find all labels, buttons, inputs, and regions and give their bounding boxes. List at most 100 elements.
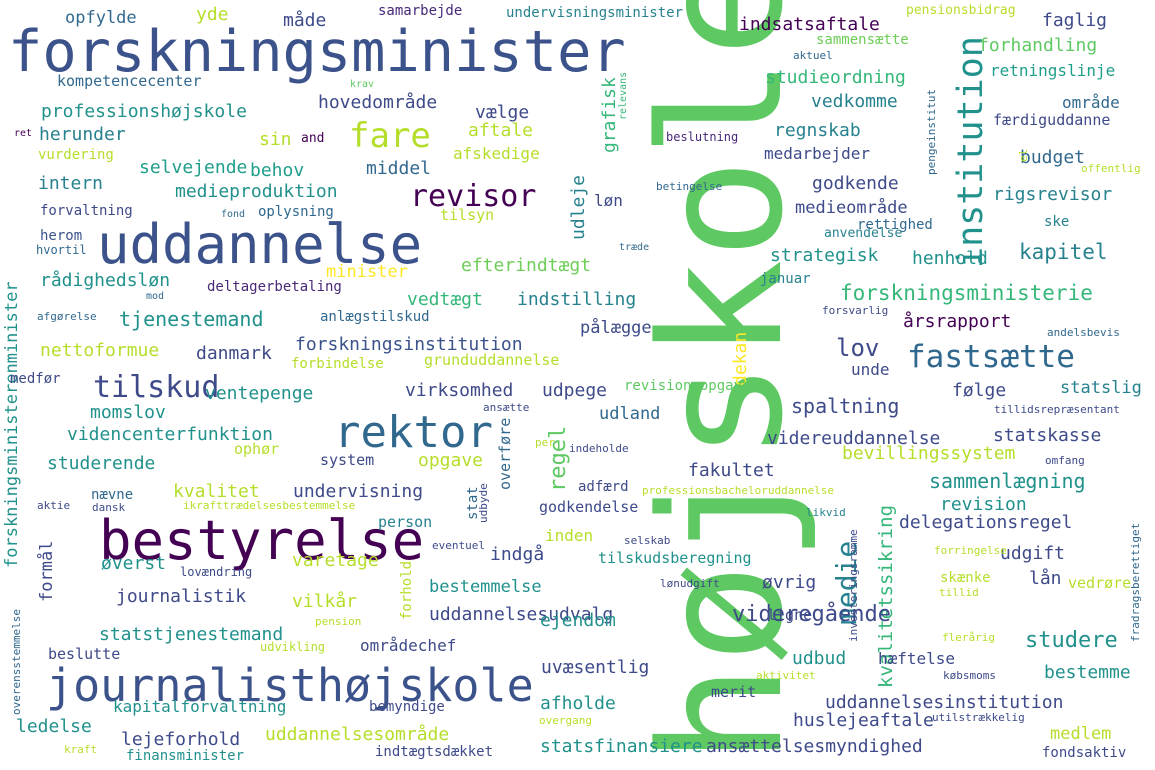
- word: medarbejder: [764, 144, 870, 163]
- word: ansættelsesmyndighed: [706, 736, 923, 757]
- word: tjenestemand: [119, 307, 264, 331]
- word: udbyde: [477, 483, 490, 523]
- word: medlem: [1050, 724, 1112, 744]
- word: januar: [760, 271, 811, 287]
- word: undervisning: [293, 481, 424, 502]
- word: danmark: [196, 343, 272, 364]
- word: delegationsregel: [899, 512, 1073, 533]
- word: vælge: [475, 102, 530, 123]
- word: medfør: [10, 371, 61, 387]
- word: bevillingssystem: [842, 443, 1016, 464]
- word: løn: [594, 191, 623, 210]
- word: godkendelse: [539, 498, 639, 516]
- word: indsatsaftale: [739, 14, 880, 35]
- word: forringelse: [934, 544, 1007, 557]
- word: vurdering: [38, 147, 114, 163]
- word: studieordning: [765, 67, 906, 88]
- word: pension: [315, 615, 362, 628]
- word: lov: [836, 334, 880, 362]
- word: kompetencecenter: [57, 72, 202, 90]
- word: budget: [1020, 147, 1086, 168]
- word: hvortil: [36, 243, 87, 257]
- word: anlægstilskud: [320, 309, 430, 325]
- word: yde: [196, 4, 229, 25]
- word: herom: [40, 228, 83, 244]
- word: unde: [851, 360, 890, 379]
- word: område: [1062, 93, 1120, 112]
- word: offentlig: [1081, 162, 1141, 175]
- word: varetage: [292, 550, 379, 571]
- word: afgørelse: [37, 310, 97, 323]
- word: hovedområde: [318, 92, 438, 113]
- word: videncenterfunktion: [67, 424, 273, 445]
- word: ejendom: [540, 610, 616, 631]
- word: momslov: [90, 402, 166, 423]
- word: omfang: [1045, 454, 1085, 467]
- word: revision: [940, 494, 1027, 515]
- word: aftale: [468, 120, 534, 141]
- word: per: [535, 436, 555, 449]
- word: vedtægt: [407, 289, 483, 310]
- word: lønudgift: [660, 577, 720, 590]
- word: udbud: [792, 648, 847, 669]
- word: færdiguddanne: [993, 111, 1111, 129]
- word: bemyndige: [369, 699, 445, 715]
- word: institution: [951, 36, 991, 268]
- word: aktie: [37, 499, 71, 512]
- word: forsvarlig: [822, 304, 889, 317]
- word: forskningsministerie: [840, 281, 1093, 305]
- word: rigsrevisor: [993, 184, 1113, 205]
- word: bestemmelse: [429, 577, 542, 597]
- word: sammensætte: [816, 32, 909, 48]
- word: anvendelse: [824, 226, 903, 241]
- word: forhandling: [978, 35, 1098, 56]
- word: ophør: [234, 440, 280, 458]
- word: ledelse: [16, 716, 92, 737]
- word: virksomhed: [405, 380, 514, 401]
- word: fakultet: [688, 460, 775, 481]
- word: tillidsrepræsentant: [994, 403, 1120, 416]
- word: system: [320, 451, 375, 469]
- word: utilstrækkelig: [932, 711, 1025, 724]
- word: samarbejde: [378, 3, 463, 19]
- word: ikrafttrædelsesbestemmelse: [183, 499, 356, 512]
- word: tillid: [939, 586, 979, 599]
- word: udleje: [568, 174, 589, 240]
- word: godkende: [812, 173, 899, 194]
- word: statskasse: [993, 425, 1102, 446]
- word: betingelse: [656, 180, 723, 193]
- word: studere: [1025, 628, 1118, 653]
- word: aktuel: [793, 49, 833, 62]
- word: person: [378, 513, 433, 531]
- word: strategisk: [770, 245, 879, 266]
- word: beslutte: [48, 645, 121, 663]
- word: fastsætte: [907, 339, 1075, 375]
- word: studerende: [47, 453, 156, 474]
- word: udvikling: [260, 640, 326, 654]
- word: relevans: [618, 71, 629, 120]
- word: ret: [14, 128, 33, 139]
- word: afskedige: [453, 144, 540, 163]
- word: videregående: [732, 602, 891, 627]
- word: medieproduktion: [175, 181, 338, 202]
- word: uddannelse: [97, 213, 423, 276]
- word: uddannelsesinstitution: [825, 692, 1064, 713]
- word: rådighedsløn: [40, 270, 171, 291]
- word: årsrapport: [903, 311, 1012, 332]
- word: områdechef: [360, 636, 457, 655]
- word: krav: [350, 79, 375, 90]
- word: måde: [283, 10, 327, 31]
- word: dansk: [92, 501, 126, 514]
- word: undervisningsminister: [506, 5, 684, 21]
- word: efterindtægt: [461, 255, 592, 276]
- word: behov: [250, 160, 305, 181]
- word: likvid: [806, 506, 846, 519]
- word: retningslinje: [990, 61, 1116, 80]
- word: regnskab: [774, 120, 861, 141]
- word: kapitalforvaltning: [113, 697, 287, 716]
- word: formål: [37, 540, 57, 602]
- word: ligne: [767, 606, 813, 624]
- word: uddannelsesudvalg: [429, 604, 614, 625]
- word: lejeforhold: [121, 729, 241, 750]
